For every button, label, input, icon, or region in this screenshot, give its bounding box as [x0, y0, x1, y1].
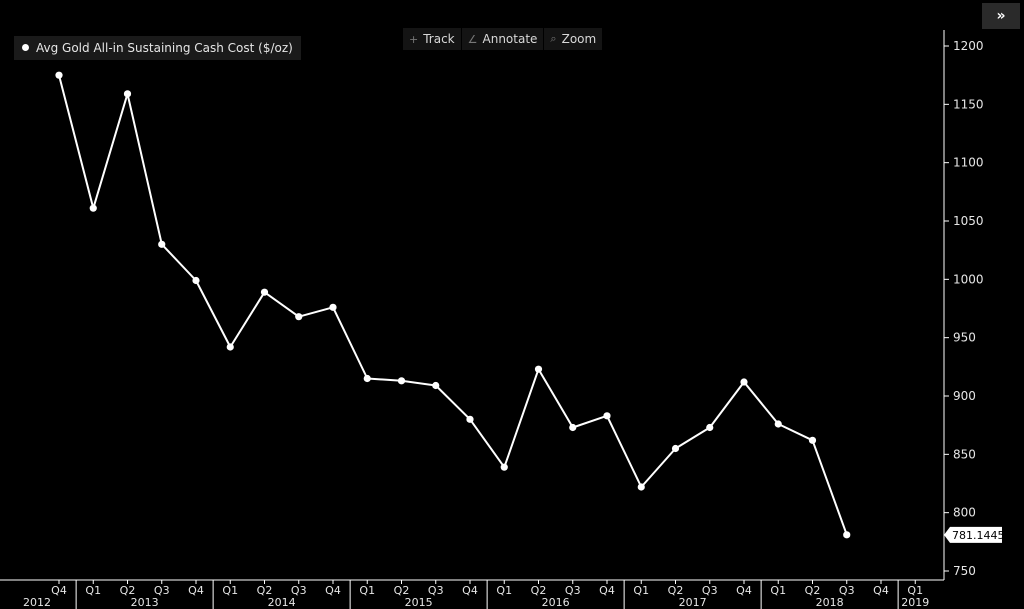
- expand-panel-button[interactable]: »: [982, 3, 1020, 29]
- y-tick-label: 1200: [953, 39, 984, 53]
- data-point: [55, 71, 63, 79]
- y-tick-label: 750: [953, 564, 976, 578]
- x-tick-label: Q2: [668, 584, 684, 597]
- x-tick-label: Q3: [702, 584, 718, 597]
- last-value-label: 781.1445: [952, 529, 1005, 542]
- data-point: [534, 365, 543, 373]
- data-point: [397, 377, 406, 385]
- legend-series-marker: [22, 44, 29, 51]
- x-tick-label: Q4: [736, 584, 752, 597]
- data-point: [192, 276, 200, 285]
- double-chevron-right-icon: »: [996, 8, 1006, 24]
- x-tick-label: Q1: [222, 584, 238, 597]
- pencil-icon: ∠: [467, 32, 478, 46]
- data-point: [569, 423, 577, 432]
- data-point: [466, 415, 474, 423]
- data-point: [432, 381, 440, 390]
- x-tick-label: Q2: [394, 584, 410, 597]
- magnifier-icon: ⌕: [550, 32, 557, 45]
- x-tick-label: Q3: [428, 584, 444, 597]
- y-tick-label: 900: [953, 389, 976, 403]
- year-label: 2018: [816, 596, 844, 609]
- year-label: 2013: [131, 596, 159, 609]
- y-tick-label: 1100: [953, 156, 984, 170]
- data-point: [808, 436, 817, 444]
- annotate-button[interactable]: ∠ Annotate: [461, 28, 545, 50]
- data-point: [158, 240, 166, 248]
- series-line: [58, 74, 848, 536]
- legend[interactable]: Avg Gold All-in Sustaining Cash Cost ($/…: [14, 36, 301, 60]
- data-point: [295, 313, 303, 321]
- x-tick-label: Q3: [154, 584, 170, 597]
- x-tick-label: Q2: [531, 584, 547, 597]
- y-tick-label: 800: [953, 506, 976, 520]
- data-point: [740, 378, 748, 386]
- x-tick-label: Q1: [770, 584, 786, 597]
- y-tick-label: 1150: [953, 97, 984, 111]
- x-tick-label: Q2: [120, 584, 136, 597]
- x-tick-label: Q4: [462, 584, 478, 597]
- data-point: [260, 288, 269, 296]
- year-label: 2019: [901, 596, 929, 609]
- x-tick-label: Q1: [496, 584, 512, 597]
- x-tick-label: Q1: [85, 584, 101, 597]
- x-tick-label: Q3: [839, 584, 855, 597]
- x-tick-label: Q4: [873, 584, 889, 597]
- x-tick-label: Q4: [51, 584, 67, 597]
- x-tick-label: Q3: [565, 584, 581, 597]
- x-tick-label: Q4: [599, 584, 615, 597]
- year-label: 2012: [23, 596, 51, 609]
- annotate-label: Annotate: [482, 32, 538, 46]
- zoom-button[interactable]: ⌕ Zoom: [544, 28, 604, 50]
- year-label: 2016: [542, 596, 570, 609]
- x-tick-label: Q4: [188, 584, 204, 597]
- y-tick-label: 850: [953, 447, 976, 461]
- y-tick-label: 1050: [953, 214, 984, 228]
- data-point: [706, 423, 714, 432]
- data-point: [226, 343, 234, 351]
- track-label: Track: [423, 32, 455, 46]
- last-value-box: [944, 526, 1002, 543]
- data-point: [671, 444, 680, 453]
- y-tick-label: 950: [953, 331, 976, 345]
- x-tick-label: Q2: [805, 584, 821, 597]
- x-tick-label: Q1: [359, 584, 375, 597]
- crosshair-icon: +: [409, 32, 419, 46]
- data-point: [603, 412, 611, 420]
- data-point: [363, 374, 371, 383]
- x-tick-label: Q2: [257, 584, 273, 597]
- data-point: [123, 90, 132, 98]
- legend-series-label: Avg Gold All-in Sustaining Cash Cost ($/…: [36, 41, 293, 55]
- x-tick-label: Q4: [325, 584, 341, 597]
- data-point: [89, 204, 97, 212]
- data-point: [500, 463, 508, 471]
- data-point: [843, 531, 851, 539]
- year-label: 2017: [679, 596, 707, 609]
- chart-toolbar: + Track ∠ Annotate ⌕ Zoom: [403, 28, 604, 50]
- x-tick-label: Q1: [907, 584, 923, 597]
- data-point: [774, 420, 782, 428]
- data-point: [329, 303, 337, 311]
- data-point: [637, 483, 645, 491]
- year-label: 2014: [268, 596, 296, 609]
- y-tick-label: 1000: [953, 272, 984, 286]
- zoom-label: Zoom: [561, 32, 597, 46]
- track-button[interactable]: + Track: [403, 28, 462, 50]
- x-tick-label: Q3: [291, 584, 307, 597]
- x-tick-label: Q1: [633, 584, 649, 597]
- year-label: 2015: [405, 596, 433, 609]
